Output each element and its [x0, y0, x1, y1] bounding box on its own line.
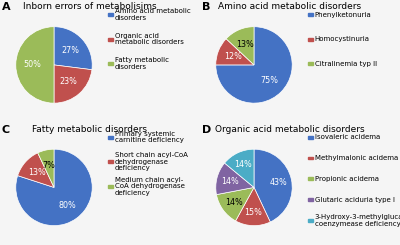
Text: Primary systemic
carnitine deficiency: Primary systemic carnitine deficiency [115, 131, 184, 143]
Text: 15%: 15% [244, 208, 262, 217]
Text: 14%: 14% [234, 160, 252, 170]
Wedge shape [18, 153, 54, 187]
Wedge shape [236, 187, 270, 226]
Wedge shape [216, 163, 254, 195]
Text: 80%: 80% [58, 201, 76, 210]
Text: Fatty metabolic
disorders: Fatty metabolic disorders [115, 57, 169, 70]
Wedge shape [216, 187, 254, 221]
Text: 23%: 23% [60, 77, 78, 86]
Text: 13%: 13% [28, 168, 46, 177]
Wedge shape [254, 149, 292, 222]
Text: 50%: 50% [23, 61, 41, 69]
Text: 14%: 14% [221, 177, 239, 186]
Text: 27%: 27% [62, 46, 80, 55]
Wedge shape [54, 27, 92, 70]
Text: C: C [2, 125, 10, 135]
Text: Methylmalonic acidema: Methylmalonic acidema [315, 155, 398, 161]
Text: 14%: 14% [225, 197, 243, 207]
Text: Phenylketonuria: Phenylketonuria [315, 12, 372, 18]
Text: Isovaleric acidema: Isovaleric acidema [315, 134, 380, 140]
Text: 12%: 12% [224, 52, 242, 61]
Text: Propionic acidema: Propionic acidema [315, 176, 379, 182]
Text: A: A [2, 2, 11, 12]
Text: D: D [202, 125, 211, 135]
Text: Citralinemia typ II: Citralinemia typ II [315, 61, 377, 67]
Text: Short chain acyl-CoA
dehydrogenase
deficiency: Short chain acyl-CoA dehydrogenase defic… [115, 152, 188, 171]
Text: 7%: 7% [43, 161, 56, 170]
Text: Medium chain acyl-
CoA dehydrogenase
deficiency: Medium chain acyl- CoA dehydrogenase def… [115, 177, 185, 196]
Text: Homocystinuria: Homocystinuria [315, 36, 370, 42]
Text: Fatty metabolic disorders: Fatty metabolic disorders [32, 125, 148, 134]
Text: Organic acid metabolic disorders: Organic acid metabolic disorders [215, 125, 365, 134]
Text: Amino acid metabolic
disorders: Amino acid metabolic disorders [115, 8, 190, 21]
Text: 43%: 43% [269, 178, 287, 186]
Wedge shape [16, 149, 92, 226]
Text: Amino acid metabolic disorders: Amino acid metabolic disorders [218, 2, 362, 12]
Text: 75%: 75% [261, 76, 279, 85]
Text: Organic acid
metabolic disorders: Organic acid metabolic disorders [115, 33, 184, 45]
Text: Glutaric aciduria type I: Glutaric aciduria type I [315, 196, 395, 203]
Wedge shape [226, 27, 254, 65]
Text: 13%: 13% [236, 40, 254, 49]
Wedge shape [224, 149, 254, 187]
Wedge shape [216, 27, 292, 103]
Wedge shape [16, 27, 54, 103]
Text: Inborn errors of metabolisims: Inborn errors of metabolisims [23, 2, 157, 12]
Text: 3-Hydroxy-3-methylglucaryl-
coenzymease deficiency: 3-Hydroxy-3-methylglucaryl- coenzymease … [315, 214, 400, 227]
Wedge shape [216, 39, 254, 65]
Wedge shape [54, 65, 92, 103]
Text: B: B [202, 2, 210, 12]
Wedge shape [38, 149, 54, 187]
